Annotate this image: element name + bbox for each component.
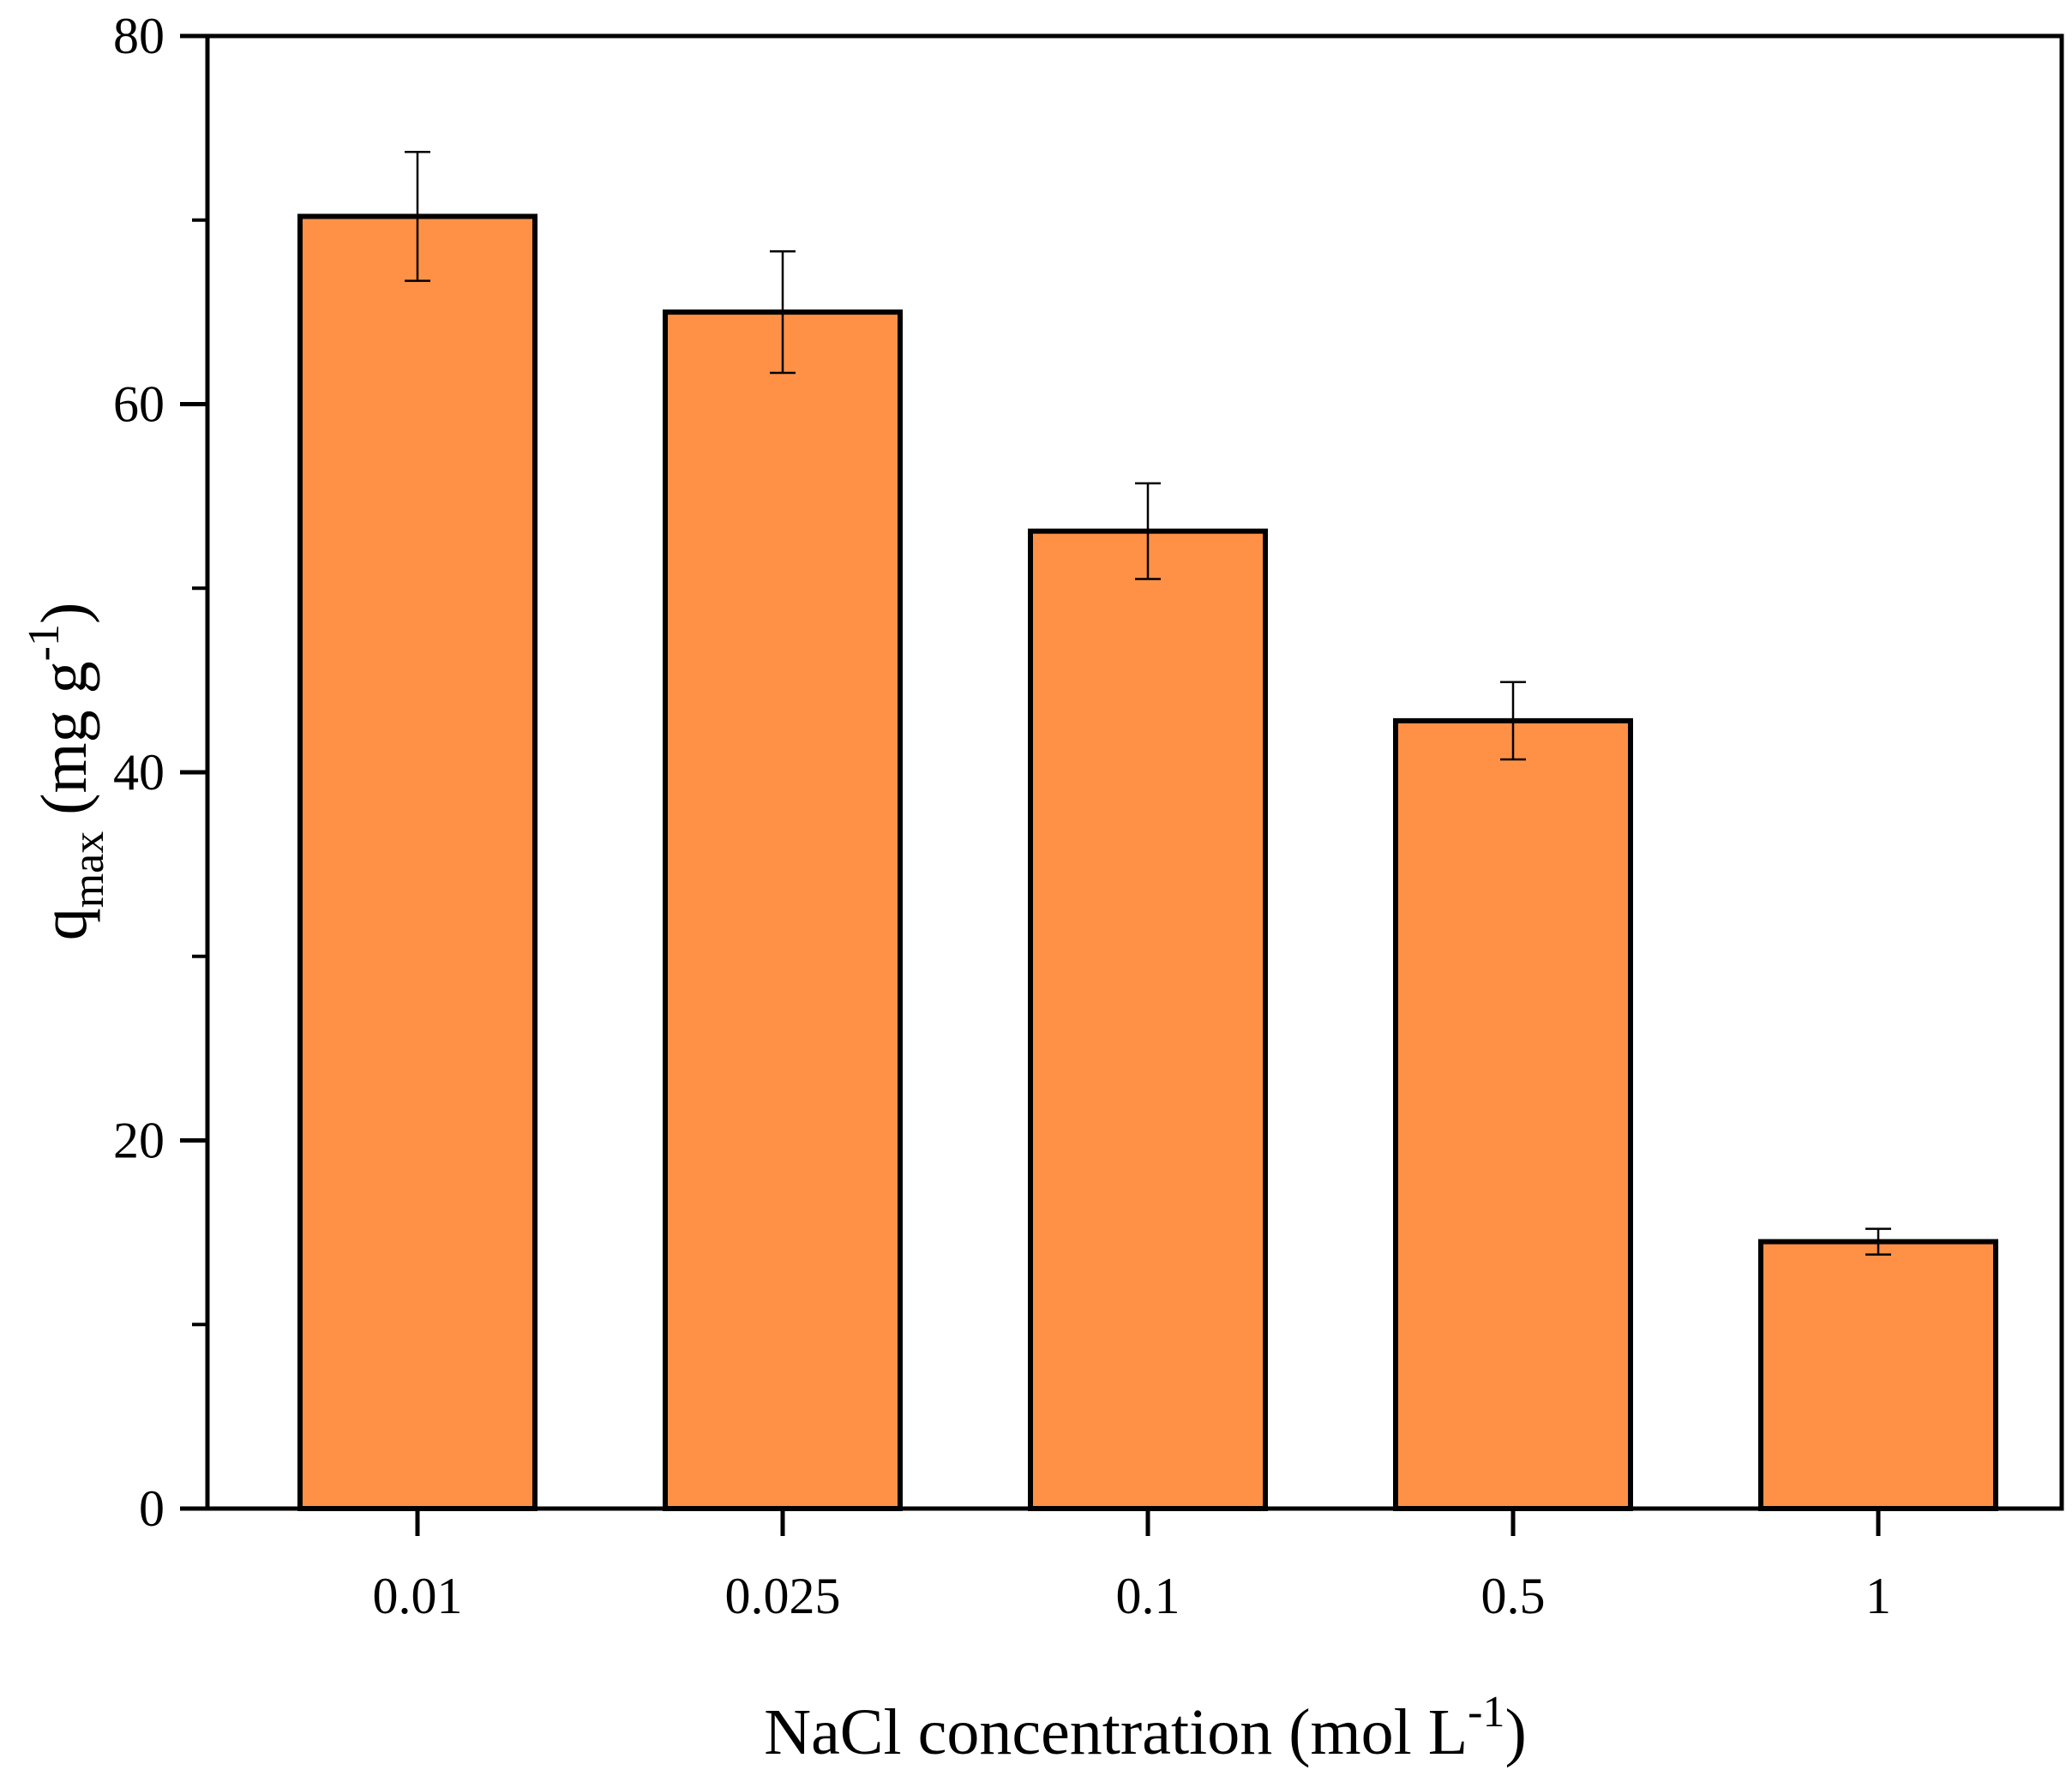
x-axis-title-text: NaCl concentration (mol L [764, 1696, 1468, 1768]
errorbars-group [405, 151, 1891, 1256]
x-tick-label-0.1: 0.1 [1116, 1568, 1180, 1624]
y-axis-title-sub: max [64, 831, 113, 909]
x-tick-label-1: 1 [1865, 1568, 1891, 1624]
y-tick-label-80: 80 [113, 8, 165, 64]
y-axis: 0 20 40 60 80 [113, 8, 207, 1537]
y-tick-label-20: 20 [113, 1113, 165, 1169]
bar-1 [1758, 1239, 1998, 1512]
x-axis: 0.01 0.025 0.1 0.5 1 [373, 1509, 1891, 1624]
x-axis-title-close: ) [1505, 1696, 1527, 1768]
y-tick-label-0: 0 [139, 1480, 165, 1537]
x-tick-label-0.025: 0.025 [725, 1568, 841, 1624]
y-axis-title-base: q [28, 908, 100, 940]
x-tick-label-0.01: 0.01 [373, 1568, 463, 1624]
bar-0.025 [663, 309, 903, 1511]
bar-0.5 [1393, 717, 1633, 1511]
x-axis-title-sup: -1 [1468, 1688, 1504, 1737]
bar-0.1 [1028, 528, 1268, 1511]
bars-group [297, 213, 1998, 1512]
y-axis-title-units: (mg g [28, 661, 100, 831]
bar-0.01 [297, 213, 538, 1512]
y-axis-title-close: ) [28, 603, 100, 624]
y-tick-label-40: 40 [113, 744, 165, 801]
y-tick-label-60: 60 [113, 376, 165, 433]
x-tick-label-0.5: 0.5 [1481, 1568, 1546, 1624]
y-axis-title-sup: -1 [20, 624, 69, 661]
y-axis-title: qmax (mg g-1) [20, 603, 113, 941]
x-axis-title: NaCl concentration (mol L-1) [764, 1688, 1527, 1768]
